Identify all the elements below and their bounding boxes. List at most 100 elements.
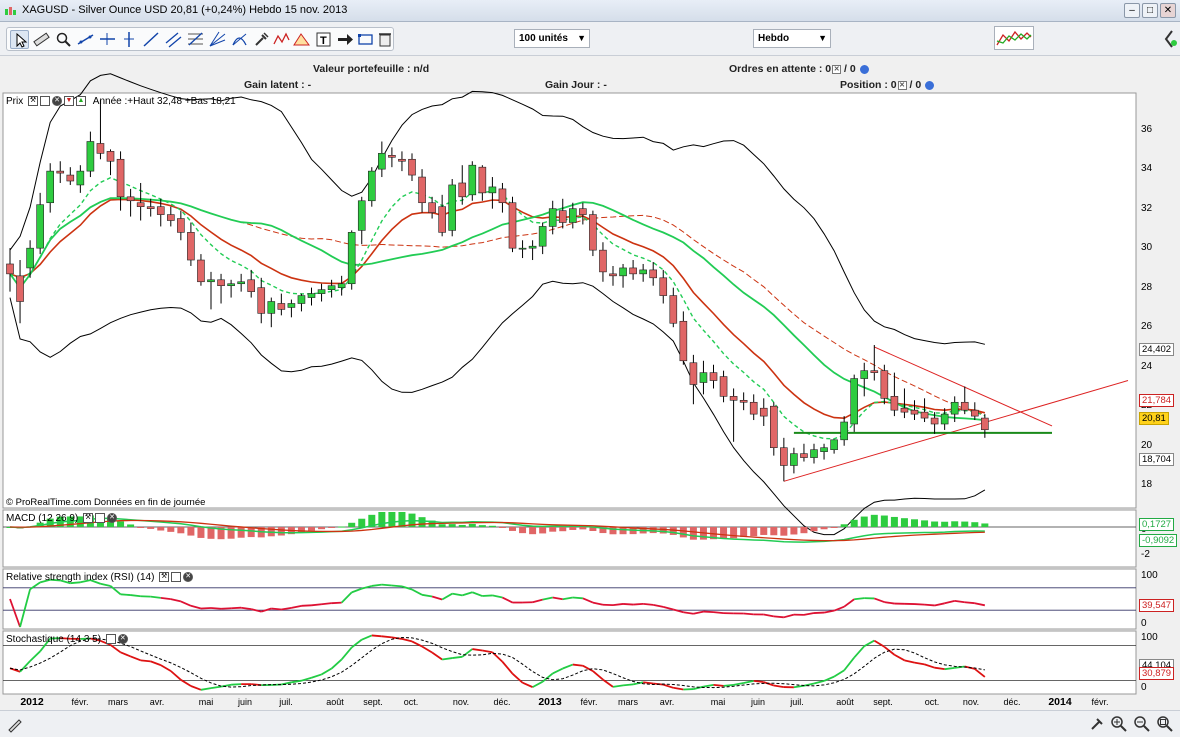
rsi-segment (452, 592, 463, 597)
macd-histogram-bar (780, 527, 788, 536)
close-panel-icon[interactable]: ✕ (117, 634, 128, 645)
bollinger-bands (9, 73, 986, 536)
rsi-segment (39, 578, 51, 584)
rsi-segment (612, 603, 624, 607)
x-axis-month: mai (198, 697, 214, 707)
price-tick: 20 (1141, 439, 1153, 451)
trendlines[interactable] (783, 346, 1129, 482)
stoch-k-segment (813, 680, 825, 685)
close-panel-icon[interactable]: ✕ (52, 96, 63, 107)
zoom-fit-icon[interactable] (1156, 715, 1174, 733)
macd-histogram-bar (609, 527, 617, 535)
text-tool-icon[interactable]: T (314, 30, 333, 49)
candle-body (860, 370, 869, 379)
x-axis-month: mars (618, 697, 638, 707)
wrench-icon[interactable]: ⚒ (159, 572, 170, 583)
minimize-button[interactable]: – (1124, 3, 1140, 18)
period-value: Hebdo (758, 33, 790, 44)
vertical-line-tool-icon[interactable] (120, 30, 139, 49)
close-button[interactable]: ✕ (1160, 3, 1176, 18)
x-axis-month: déc. (1003, 697, 1021, 707)
close-position-icon[interactable]: ✕ (897, 80, 907, 90)
drawing-tools-group: T (6, 27, 394, 51)
close-panel-icon[interactable]: ✕ (107, 513, 118, 524)
position-detail-icon[interactable] (925, 80, 935, 90)
chevron-down-icon: ▼ (818, 33, 827, 43)
rsi-segment (924, 603, 935, 607)
channel-tool-icon[interactable] (164, 30, 183, 49)
side-panel-toggle-icon[interactable] (1162, 28, 1178, 50)
candle-body (538, 226, 547, 247)
window-icon[interactable] (95, 513, 106, 524)
ruler-tool-icon[interactable] (32, 30, 51, 49)
position[interactable]: Position : 0 ✕ / 0 (840, 79, 935, 91)
macd-histogram-bar (679, 527, 687, 538)
fibonacci-tool-icon[interactable] (186, 30, 205, 49)
draw-tool-icon[interactable] (6, 715, 24, 733)
close-orders-icon[interactable]: ✕ (832, 64, 842, 74)
macd-histogram-bar (941, 521, 949, 527)
candle-body (629, 267, 637, 275)
macd-histogram-bar (368, 514, 376, 527)
period-select[interactable]: Hebdo ▼ (753, 29, 831, 48)
candle-body (458, 182, 467, 198)
arrow-tool-icon[interactable] (336, 30, 355, 49)
candle-body (709, 372, 718, 381)
price-panel-bg (2, 92, 1137, 509)
pending-orders[interactable]: Ordres en attente : 0 ✕ / 0 (729, 63, 869, 75)
delete-drawings-icon[interactable] (376, 30, 395, 49)
macd-histogram-bar (127, 524, 135, 527)
candle-body (950, 401, 959, 415)
zoom-tool-icon[interactable] (54, 30, 73, 49)
rsi-segment (190, 604, 202, 610)
candle-body (428, 202, 436, 213)
rsi-segment (944, 600, 955, 605)
pending-orders-b: 0 (849, 63, 856, 75)
rsi-segment (281, 606, 292, 611)
wrench-icon[interactable]: ⚒ (28, 96, 39, 107)
stoch-k-segment (170, 670, 182, 681)
rsi-segment (562, 596, 573, 601)
wrench-icon[interactable]: ⚒ (83, 513, 94, 524)
zoom-in-icon[interactable] (1110, 715, 1128, 733)
triangle-tool-icon[interactable] (292, 30, 311, 49)
close-panel-icon[interactable]: ✕ (183, 572, 194, 583)
arc-tool-icon[interactable] (230, 30, 249, 49)
maximize-button[interactable]: □ (1142, 3, 1158, 18)
pointer-tool-icon[interactable] (10, 30, 29, 49)
zoom-out-icon[interactable] (1133, 715, 1151, 733)
stoch-k-segment (753, 679, 764, 684)
rectangle-tool-icon[interactable] (356, 30, 375, 49)
stoch-k-segment (552, 667, 564, 675)
lower-band-tag: 18,704 (1139, 453, 1175, 466)
stoch-k-segment (833, 669, 845, 678)
window-icon[interactable] (171, 572, 182, 583)
indicators-button[interactable] (994, 26, 1034, 50)
stoch-k-segment (643, 681, 654, 685)
ray-tool-icon[interactable] (142, 30, 161, 49)
macd-histogram-bar (830, 527, 838, 528)
moving-average-fast (9, 176, 986, 440)
x-axis-month: oct. (403, 697, 419, 707)
tools-wrench-icon[interactable] (252, 30, 271, 49)
ma-slow-line (9, 198, 986, 420)
window-icon[interactable] (105, 634, 116, 645)
quantity-select[interactable]: 100 unités ▼ (514, 29, 590, 48)
candle-body (981, 417, 989, 431)
candle-body (56, 170, 65, 174)
move-down-icon[interactable]: ▼ (64, 96, 75, 107)
stoch-k-segment (461, 648, 473, 658)
window-icon[interactable] (40, 96, 51, 107)
candle-body (146, 206, 155, 209)
settings-wrench-icon[interactable] (1088, 715, 1106, 733)
orders-detail-icon[interactable] (859, 64, 869, 74)
move-up-icon[interactable]: ▲ (76, 96, 87, 107)
trendline-tool-icon[interactable] (76, 30, 95, 49)
horizontal-line-tool-icon[interactable] (98, 30, 117, 49)
fan-tool-icon[interactable] (208, 30, 227, 49)
pattern-tool-icon[interactable] (272, 30, 291, 49)
macd-histogram-bar (277, 527, 285, 536)
macd-histogram-bar (931, 521, 939, 527)
rsi-series (3, 578, 1136, 628)
